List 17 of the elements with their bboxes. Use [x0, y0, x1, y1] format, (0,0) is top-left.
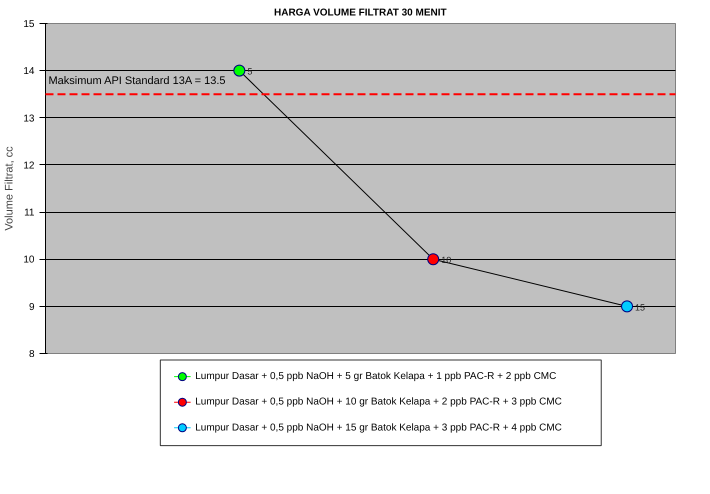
- y-tick-label: 8: [28, 349, 35, 360]
- y-tick-label: 12: [23, 160, 35, 172]
- y-tick-label: 14: [23, 66, 35, 78]
- y-axis-title: Volume Filtrat, cc: [3, 146, 16, 231]
- point: [427, 253, 440, 266]
- y-tick-label: 10: [23, 254, 35, 266]
- legend-label: Lumpur Dasar + 0,5 ppb NaOH + 5 gr Batok Kelapa + 1 ppb PAC-R + 2 ppb CMC: [195, 371, 556, 382]
- legend-label: Lumpur Dasar + 0,5 ppb NaOH + 10 gr Batok Kelapa + 2 ppb PAC-R + 3 ppb CMC: [195, 396, 562, 408]
- chart-title: HARGA VOLUME FILTRAT 30 MENIT: [274, 8, 447, 18]
- point: [621, 300, 634, 312]
- legend-label: Lumpur Dasar + 0,5 ppb NaOH + 15 gr Batok Kelapa + 3 ppb PAC-R + 4 ppb CMC: [195, 422, 562, 434]
- ref-line-label: Maksimum API Standard 13A = 13.5: [48, 75, 226, 88]
- y-tick-label: 11: [24, 208, 35, 219]
- y-tick-label: 13: [23, 113, 35, 124]
- y-tick-label: 9: [28, 302, 35, 313]
- point: [233, 64, 246, 77]
- y-tick-label: 15: [23, 19, 35, 30]
